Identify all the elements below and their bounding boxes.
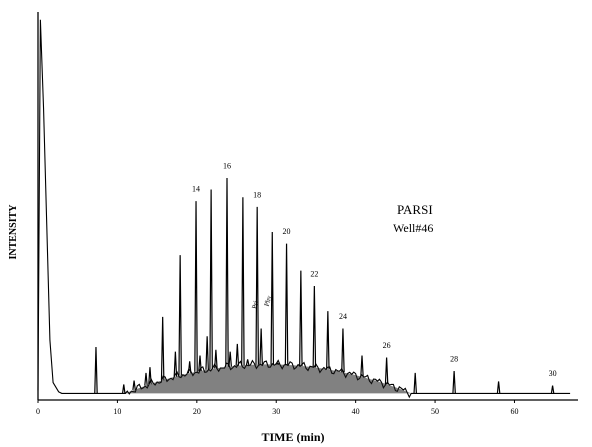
ucm-hump: [125, 364, 412, 394]
chromatogram-peak: [312, 286, 317, 368]
peak-label: 26: [383, 341, 391, 350]
chromatogram-peak: [94, 347, 98, 394]
chromatogram-peak: [284, 243, 289, 365]
chromatogram-peak: [121, 384, 126, 394]
chromatogram-peak: [384, 357, 389, 385]
peak-label: 22: [310, 269, 318, 278]
chromatogram-peak: [173, 351, 178, 377]
chromatogram-peak: [178, 255, 182, 376]
chromatogram-peak: [496, 381, 501, 394]
chromatogram-peak: [326, 311, 330, 370]
x-tick-label: 30: [272, 407, 280, 416]
legend-line-1: PARSI: [397, 202, 433, 217]
x-axis-label: TIME (min): [262, 430, 325, 444]
chromatogram-peak: [225, 177, 229, 367]
chromatogram-peak: [144, 372, 148, 386]
chromatogram-peak: [198, 355, 202, 372]
chromatogram-peak: [299, 270, 303, 366]
chromatogram-peak: [205, 336, 209, 370]
x-tick-label: 20: [193, 407, 201, 416]
peak-labels: 14 16 18 20 22 24 26 28 30 Pri Phy: [192, 161, 557, 378]
chromatogram-peak: [413, 372, 417, 394]
x-tick-label: 0: [36, 407, 40, 416]
peak-label: 30: [549, 369, 557, 378]
chromatogram-peak: [452, 370, 456, 394]
chromatogram-peak: [360, 355, 364, 377]
chromatogram-peak: [228, 351, 232, 367]
chromatogram-peak: [270, 232, 275, 365]
chromatogram-peak: [214, 349, 218, 369]
chromatogram-peak: [550, 385, 555, 394]
chromatogram-peak: [235, 343, 240, 366]
chromatogram-peak: [187, 361, 192, 374]
x-tick-label: 40: [352, 407, 360, 416]
peak-label: 24: [339, 312, 347, 321]
y-axis-label: INTENSITY: [8, 204, 19, 260]
peak-label: 20: [283, 227, 291, 236]
peak-label: 18: [253, 190, 261, 199]
peak-label: Phy: [263, 294, 274, 307]
x-tick-label: 60: [510, 407, 518, 416]
peak-label: Pri: [250, 300, 260, 310]
x-tick-label: 10: [113, 407, 121, 416]
chromatogram-peak: [160, 316, 165, 381]
chromatogram-peak: [259, 328, 263, 365]
axes: 0 10 20 30 40 50 60: [36, 12, 578, 416]
peak-label: 28: [450, 354, 458, 363]
chromatogram-peak: [132, 380, 136, 391]
baseline-trace: [37, 19, 571, 399]
chromatogram-peak: [241, 197, 245, 366]
chromatogram-peak: [148, 367, 152, 385]
chromatogram-peak: [255, 206, 259, 365]
chromatogram-peak: [341, 328, 345, 373]
chromatogram-peak: [209, 189, 213, 370]
chromatogram-peak: [245, 359, 250, 366]
chromatogram-peak: [194, 201, 198, 372]
legend-line-2: Well#46: [393, 221, 433, 235]
x-tick-label: 50: [431, 407, 439, 416]
chromatogram-peak: [276, 362, 280, 365]
peak-label: 16: [223, 161, 231, 170]
plot-area: [37, 19, 571, 399]
peak-label: 14: [192, 184, 200, 193]
